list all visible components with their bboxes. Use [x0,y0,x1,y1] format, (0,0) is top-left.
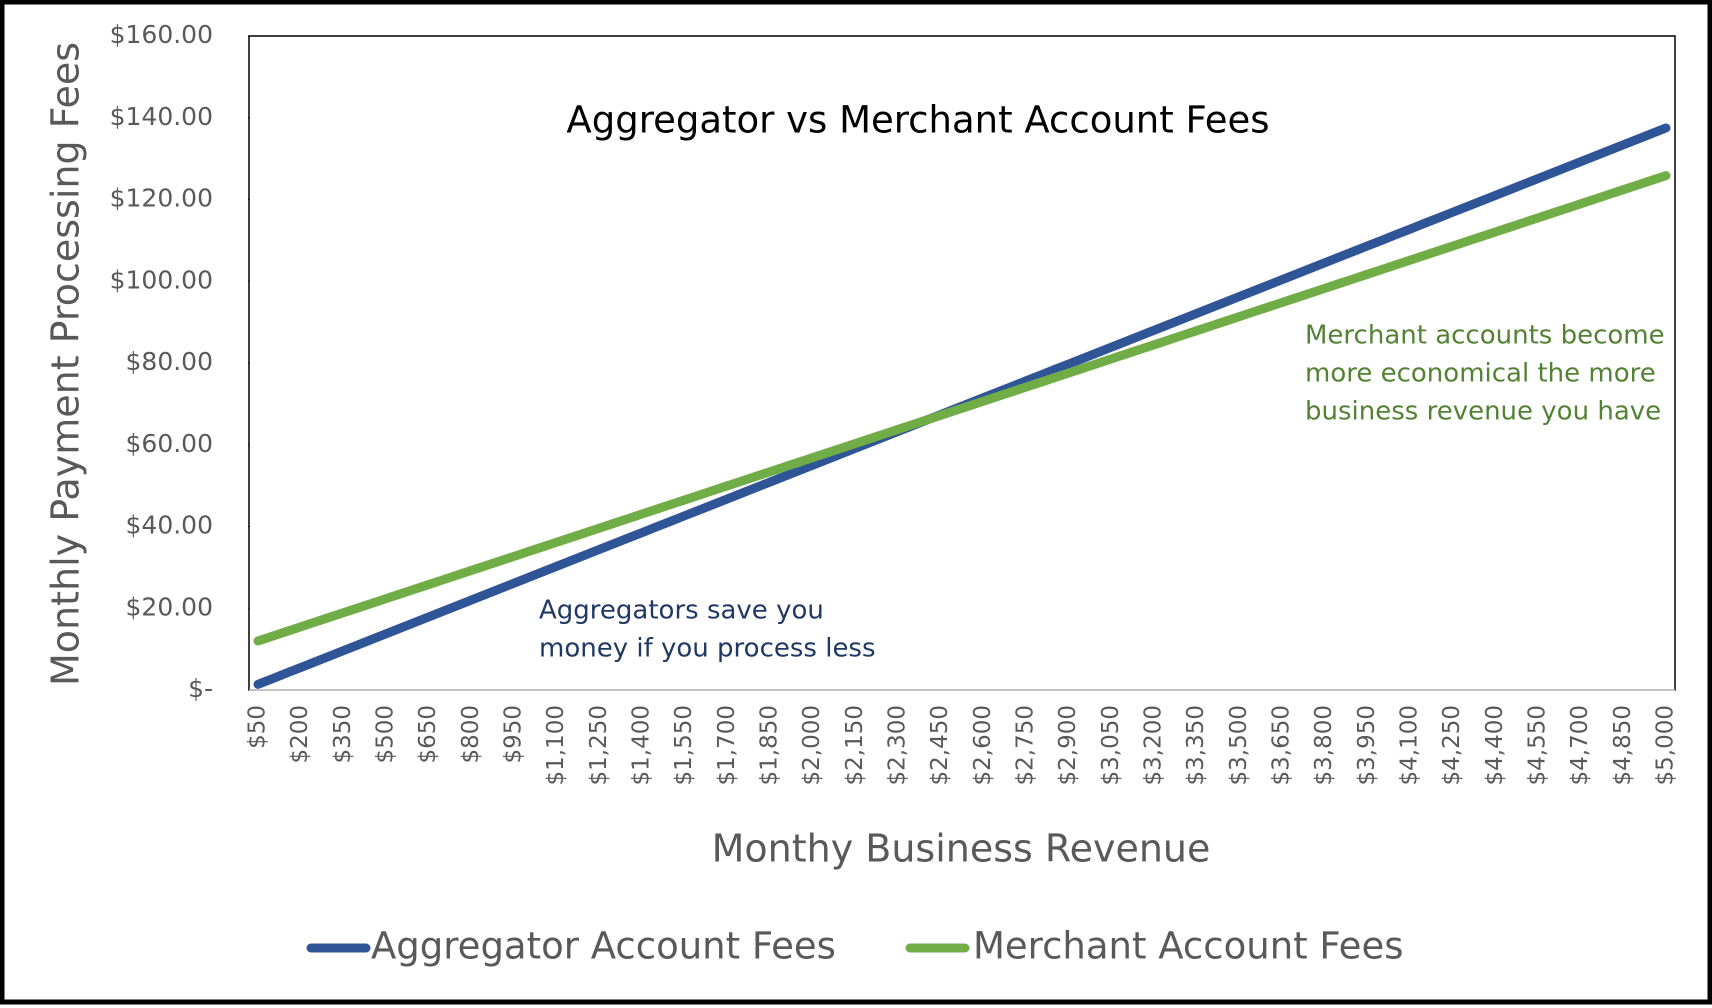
x-tick-label: $4,250 [1439,705,1465,785]
x-tick-label: $650 [415,705,441,764]
x-tick-label: $4,100 [1397,705,1423,785]
annotation: Merchant accounts become [1305,321,1665,351]
x-tick-label: $3,950 [1354,705,1380,785]
y-tick-label: $160.00 [110,20,213,49]
x-tick-label: $2,000 [799,705,825,785]
y-tick-label: $120.00 [110,184,213,213]
x-tick-label: $3,650 [1269,705,1295,785]
x-tick-label: $50 [245,705,271,749]
x-tick-label: $1,100 [543,705,569,785]
x-tick-label: $5,000 [1653,705,1679,785]
x-tick-label: $1,550 [671,705,697,785]
x-tick-label: $3,200 [1141,705,1167,785]
annotation: money if you process less [539,634,876,664]
x-tick-label: $4,400 [1482,705,1508,785]
y-tick-label: $100.00 [110,265,213,294]
annotation: more economical the more [1305,359,1656,389]
annotation: business revenue you have [1305,397,1661,427]
x-tick-label: $3,350 [1183,705,1209,785]
y-tick-label: $- [188,674,213,703]
y-tick-label: $20.00 [126,592,213,621]
x-tick-label: $1,850 [757,705,783,785]
annotation: Aggregators save you [539,596,824,626]
x-tick-label: $4,700 [1567,705,1593,785]
x-tick-label: $800 [458,705,484,764]
x-tick-label: $2,750 [1013,705,1039,785]
x-tick-label: $1,700 [714,705,740,785]
x-tick-label: $2,300 [885,705,911,785]
x-tick-label: $950 [501,705,527,764]
x-tick-label: $3,050 [1098,705,1124,785]
x-tick-label: $3,500 [1226,705,1252,785]
x-tick-label: $3,800 [1311,705,1337,785]
x-axis-title: Monthy Business Revenue [712,827,1211,871]
y-axis-title: Monthly Payment Processing Fees [44,42,88,686]
x-tick-label: $2,600 [970,705,996,785]
legend-label: Merchant Account Fees [973,925,1404,968]
series-line [253,171,1671,646]
x-tick-label: $4,550 [1525,705,1551,785]
x-tick-label: $1,250 [586,705,612,785]
y-tick-label: $140.00 [110,102,213,131]
x-tick-label: $500 [373,705,399,764]
y-tick-label: $80.00 [126,347,213,376]
legend-label: Aggregator Account Fees [371,925,836,968]
plot-area [248,35,1676,691]
y-tick-label: $40.00 [126,511,213,540]
x-tick-label: $2,900 [1055,705,1081,785]
x-tick-label: $1,400 [629,705,655,785]
x-tick-label: $350 [330,705,356,764]
x-tick-label: $2,450 [927,705,953,785]
y-tick-label: $60.00 [126,429,213,458]
x-tick-label: $4,850 [1610,705,1636,785]
x-tick-label: $2,150 [842,705,868,785]
x-tick-label: $200 [287,705,313,764]
chart-title: Aggregator vs Merchant Account Fees [566,99,1269,142]
